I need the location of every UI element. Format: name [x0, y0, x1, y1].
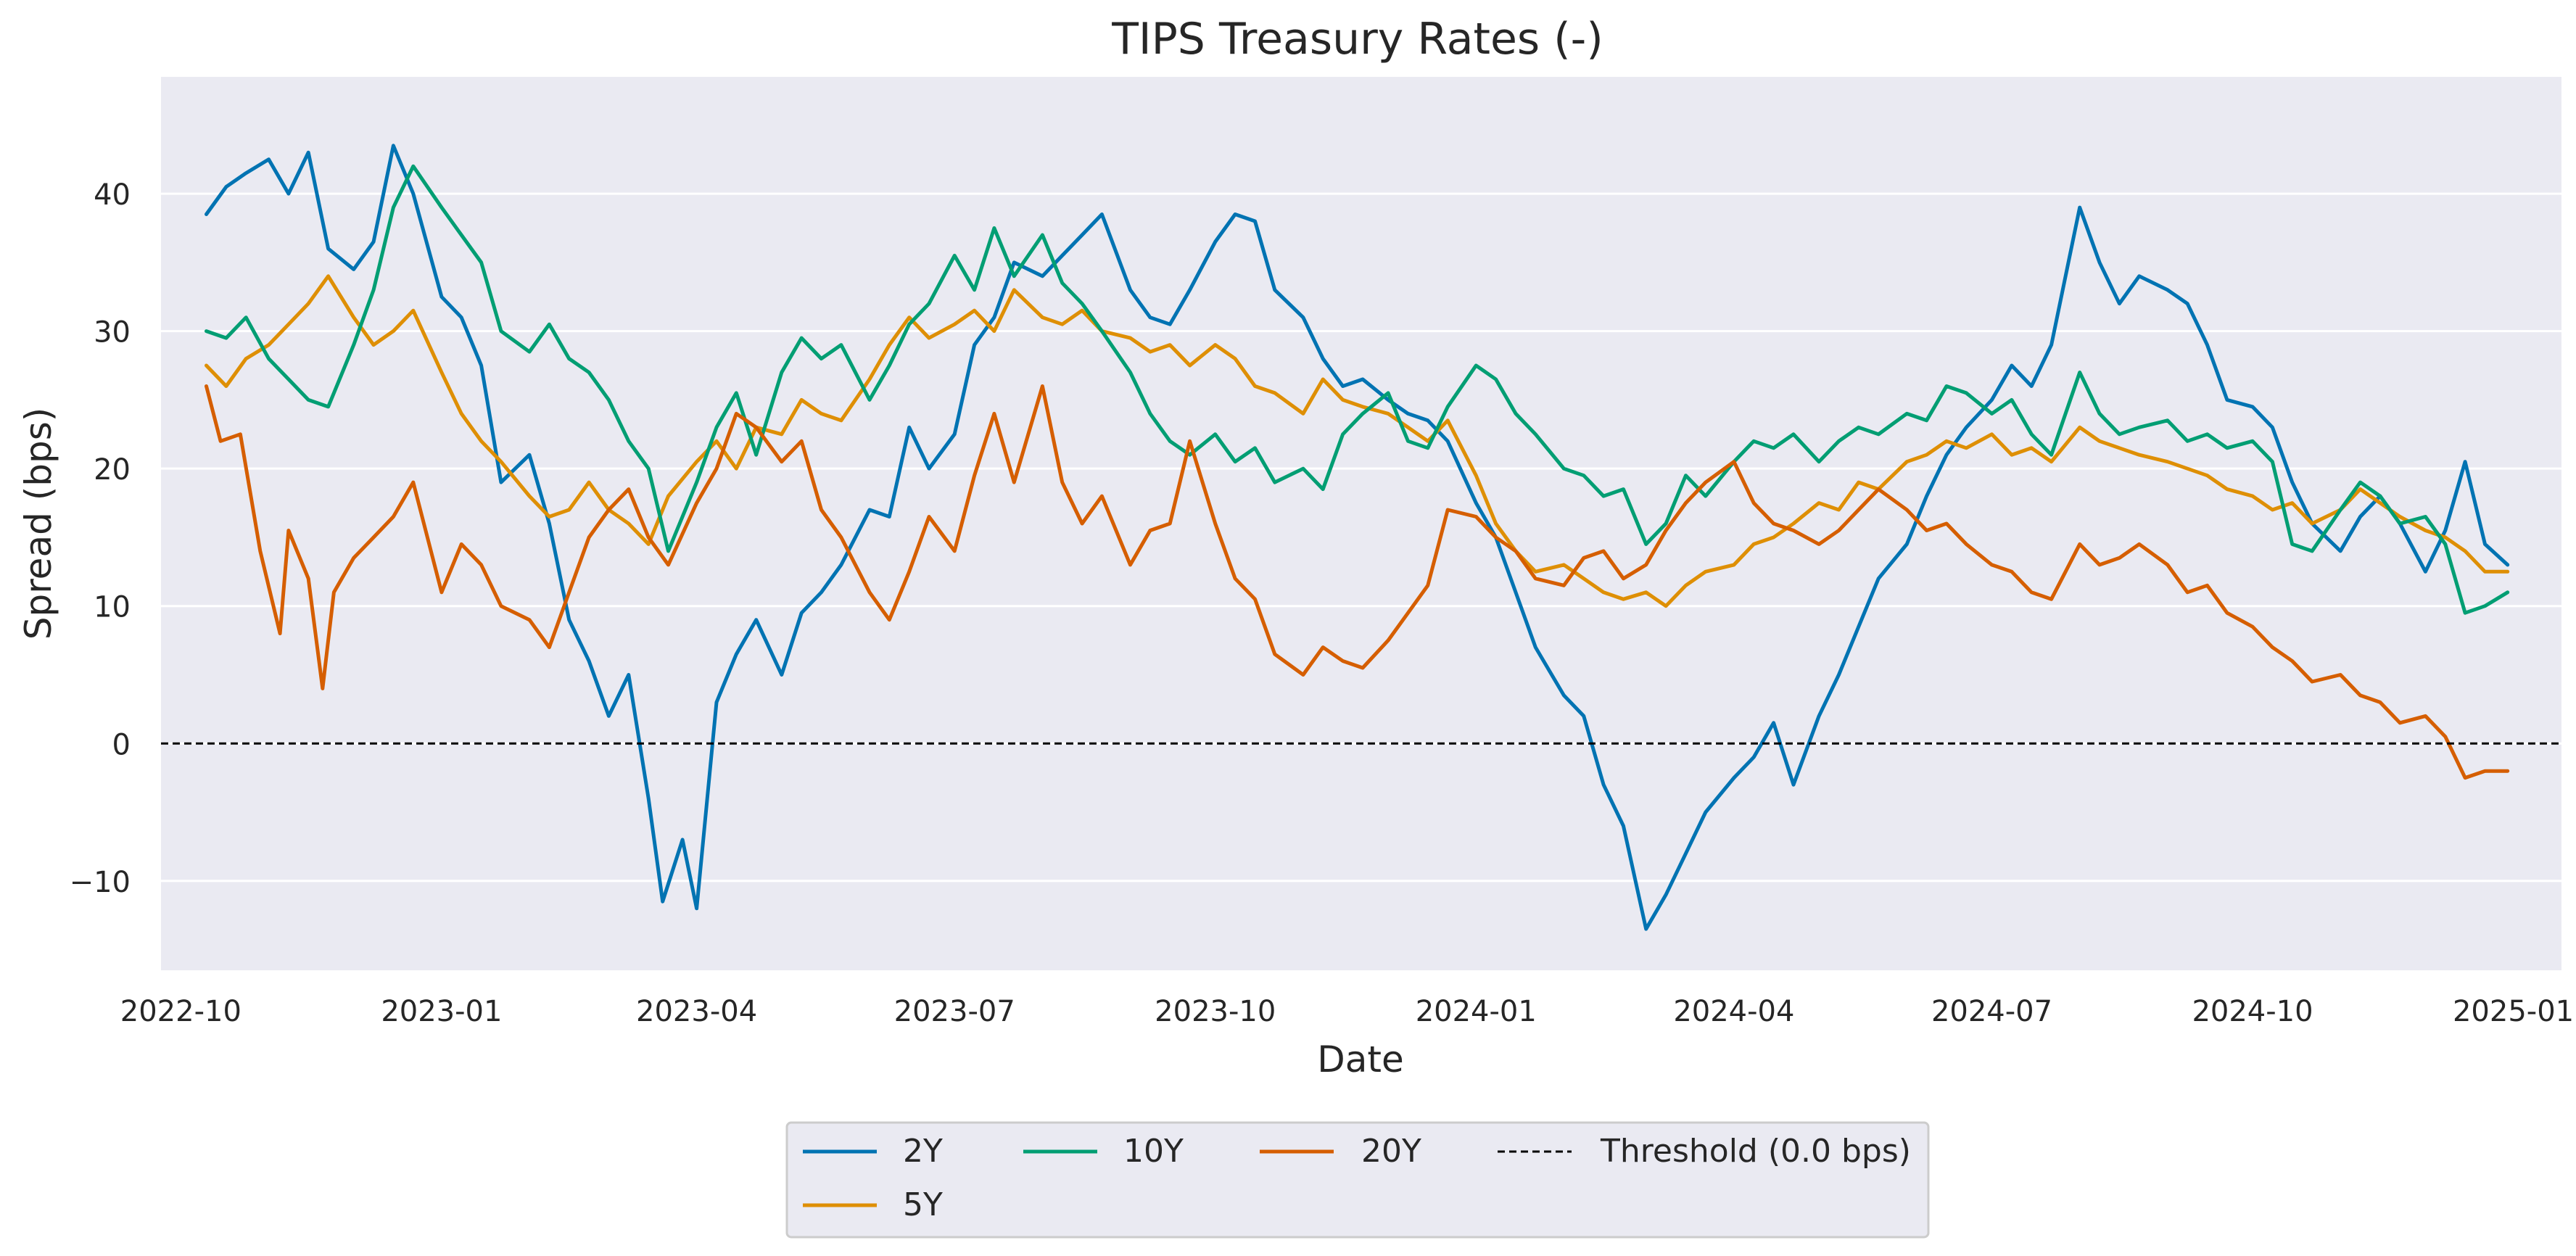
series-layer	[205, 144, 2510, 931]
x-tick-label: 2024-10	[2192, 995, 2313, 1028]
chart-title: TIPS Treasury Rates (-)	[1111, 14, 1603, 65]
x-tick-labels: 2022-10 2023-01 2023-04 2023-07 2023-10 2024-…	[120, 995, 2574, 1028]
y-tick-label: 30	[94, 316, 131, 350]
y-tick-label: 40	[94, 178, 131, 212]
legend-10y-label: 10Y	[1123, 1133, 1184, 1170]
legend-20y-label: 20Y	[1361, 1133, 1421, 1170]
x-tick-label: 2023-04	[636, 995, 757, 1028]
x-tick-label: 2024-04	[1673, 995, 1794, 1028]
x-tick-label: 2023-07	[894, 995, 1015, 1028]
series-line-20y	[205, 384, 2510, 780]
y-axis-label: Spread (bps)	[17, 408, 59, 640]
legend-threshold-label: Threshold (0.0 bps)	[1600, 1133, 1911, 1170]
legend-2y-label: 2Y	[903, 1133, 943, 1170]
x-tick-label: 2025-01	[2453, 995, 2574, 1028]
series-line-10y	[205, 164, 2510, 615]
legend-5y-label: 5Y	[903, 1186, 943, 1223]
x-axis-label: Date	[1317, 1038, 1404, 1081]
y-tick-label: −10	[70, 866, 131, 899]
x-tick-label: 2022-10	[120, 995, 242, 1028]
y-tick-label: 20	[94, 453, 131, 487]
plot-area	[161, 77, 2561, 970]
y-tick-label: 10	[94, 591, 131, 624]
legend: 2Y 10Y 20Y Threshold (0.0 bps) 5Y	[785, 1121, 1930, 1239]
x-tick-label: 2023-01	[381, 995, 502, 1028]
x-tick-label: 2023-10	[1155, 995, 1276, 1028]
series-line-5y	[205, 274, 2510, 608]
x-tick-label: 2024-07	[1931, 995, 2052, 1028]
x-tick-label: 2024-01	[1416, 995, 1537, 1028]
y-tick-labels: −10 0 10 20 30 40	[70, 178, 131, 899]
series-line-2y	[205, 144, 2510, 931]
y-tick-label: 0	[112, 728, 131, 761]
